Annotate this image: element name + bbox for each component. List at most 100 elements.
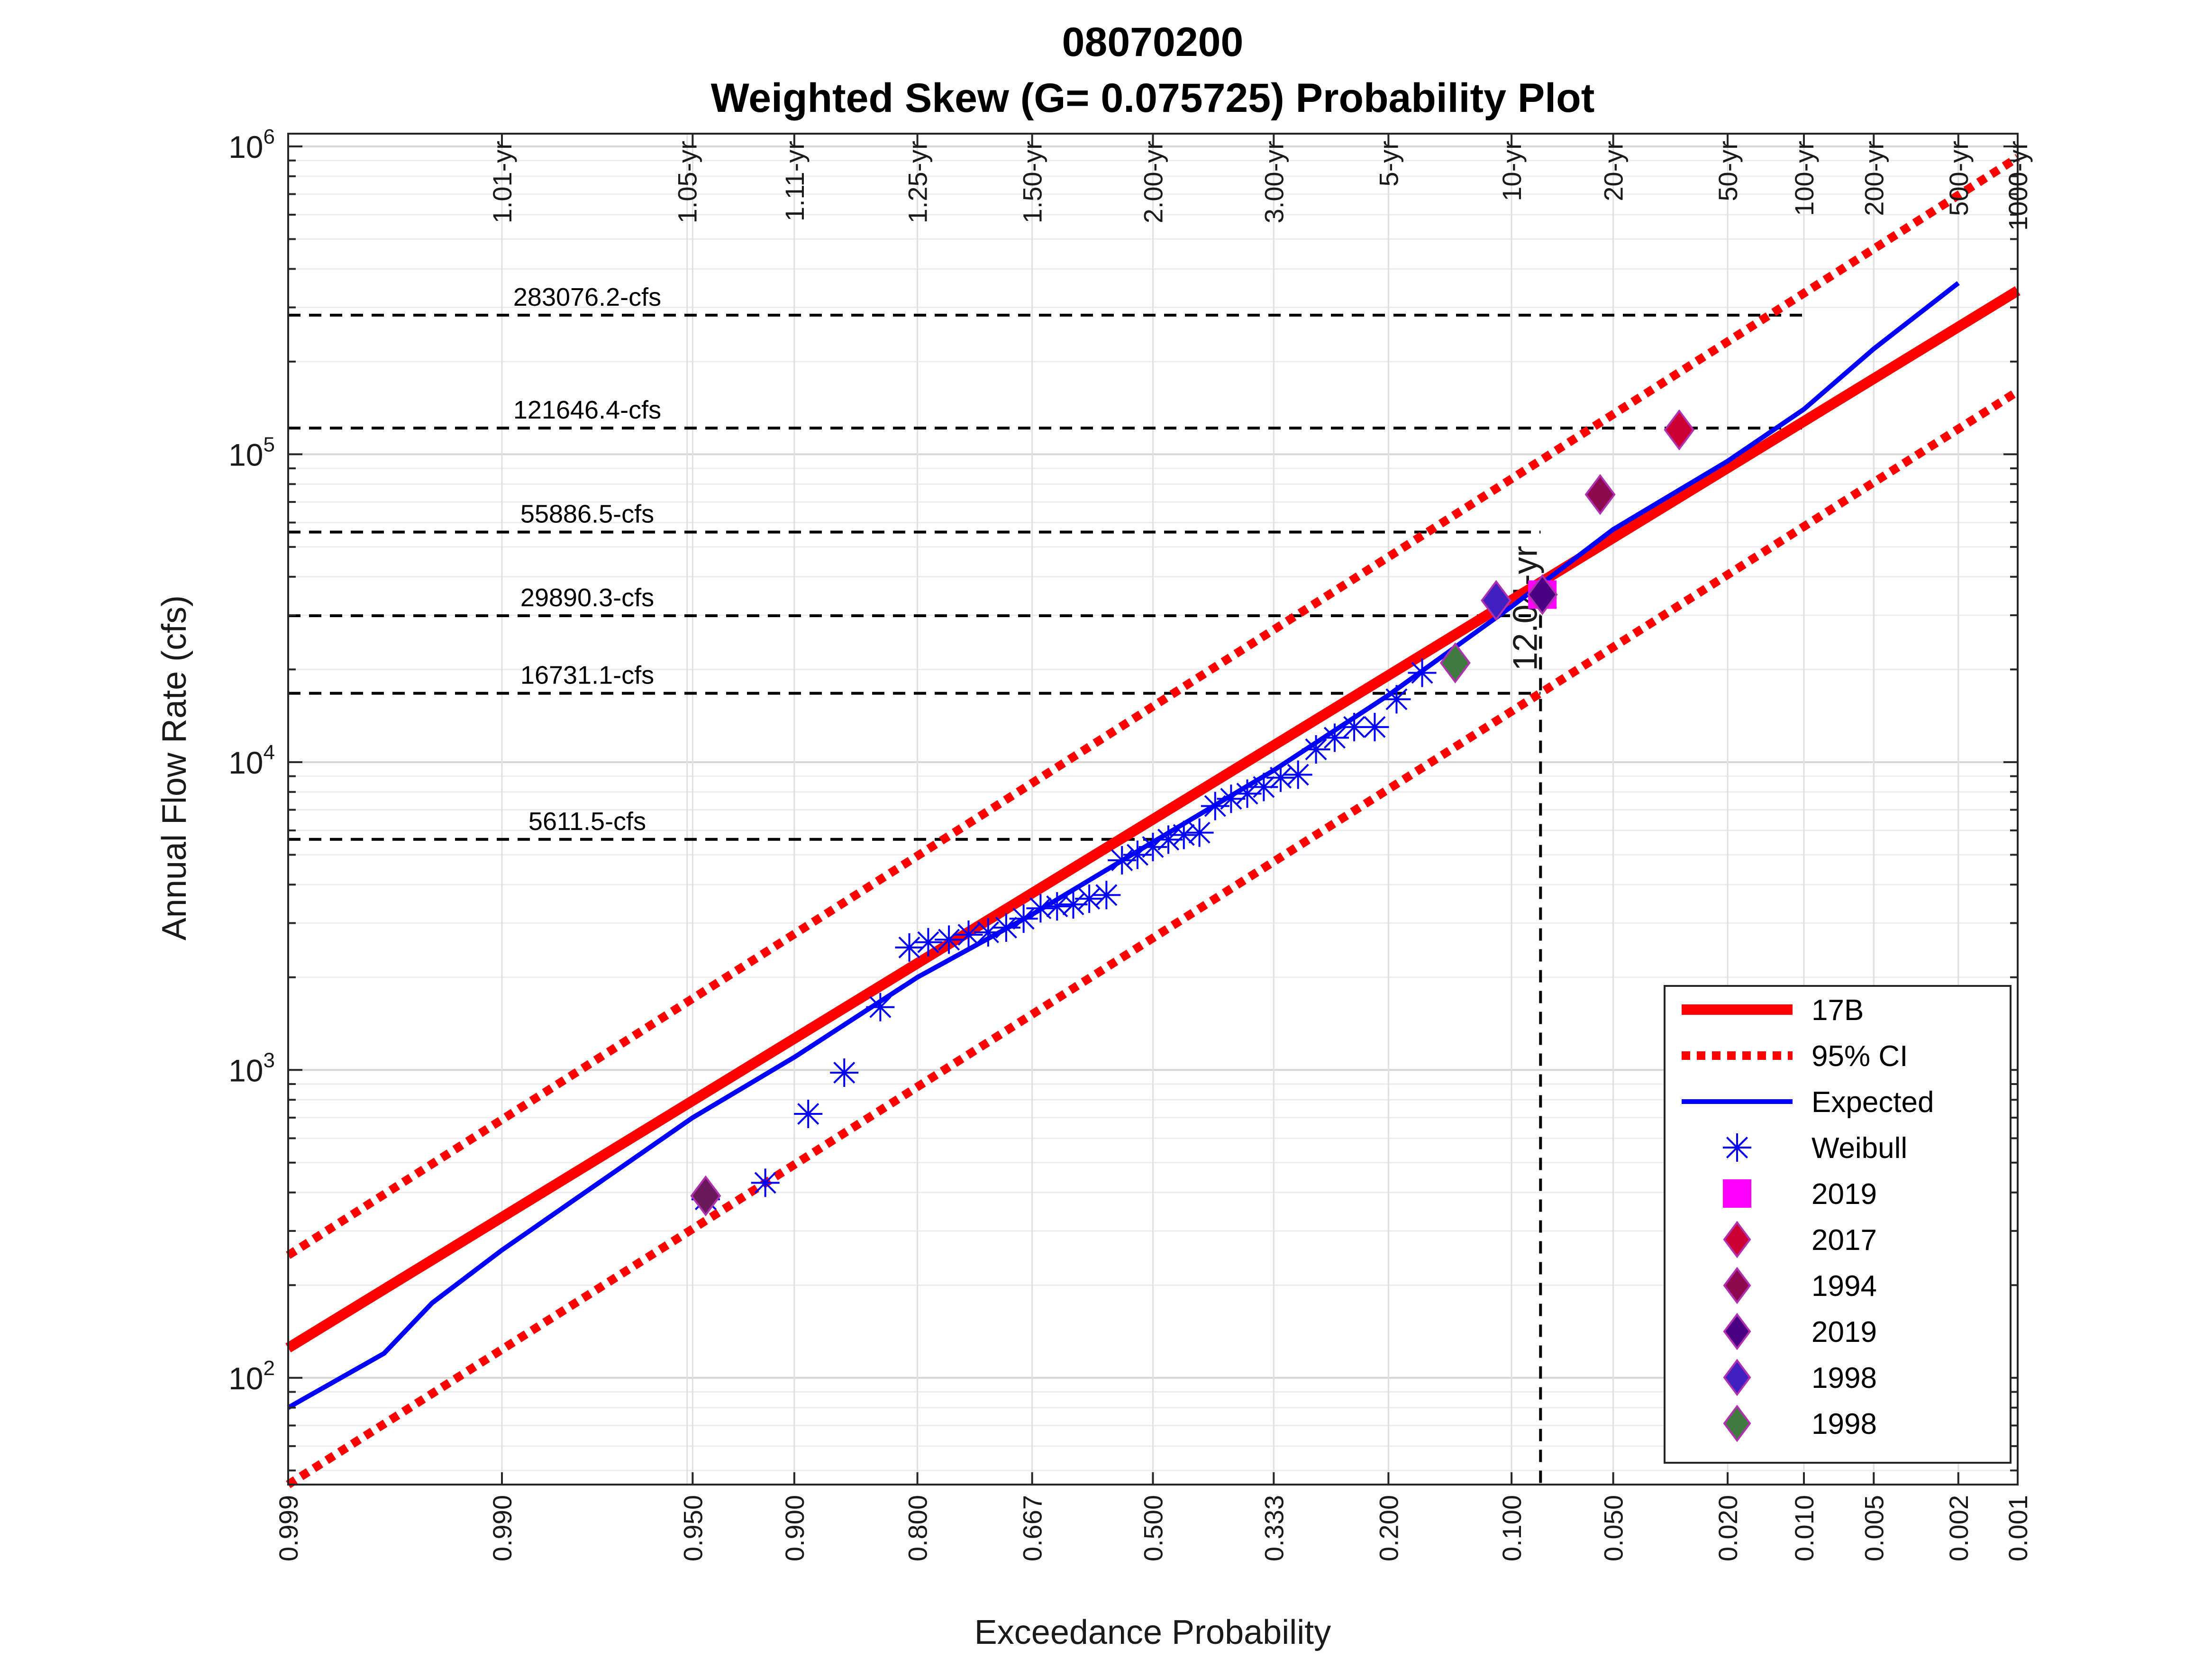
asterisk-stroke xyxy=(1012,908,1035,930)
legend-swatch-weibull xyxy=(1723,1133,1751,1162)
weibull-point xyxy=(794,1099,823,1128)
legend-label: 1994 xyxy=(1811,1270,1877,1303)
highlight-diamond xyxy=(1584,474,1616,515)
line-17b xyxy=(285,286,2021,1353)
x-tick-label: 0.050 xyxy=(1599,1495,1629,1561)
asterisk-stroke xyxy=(1157,829,1180,851)
x-tick-label: 0.020 xyxy=(1713,1495,1743,1561)
asterisk-stroke xyxy=(898,936,920,958)
weibull-point xyxy=(895,933,924,962)
x-axis-ticks: 0.999 0.990 0.950 0.900 0.800 0.667 0.500 0.333… xyxy=(273,134,2033,1561)
legend-swatch-square xyxy=(1723,1179,1751,1208)
weibull-point xyxy=(1320,723,1349,752)
x-tick-label: 0.950 xyxy=(678,1495,708,1561)
x-tick-label: 0.500 xyxy=(1138,1495,1168,1561)
y-tick-base: 10 xyxy=(228,437,263,472)
asterisk-stroke xyxy=(1364,716,1386,738)
asterisk-stroke xyxy=(1343,716,1365,738)
chart-title: 08070200 xyxy=(1062,19,1244,65)
legend-box xyxy=(1664,985,2012,1464)
y-tick-base: 10 xyxy=(228,745,263,780)
x-tick-label: 0.990 xyxy=(487,1495,517,1561)
asterisk-stroke xyxy=(1411,662,1433,684)
asterisk-stroke xyxy=(1385,688,1408,711)
return-period-label: 1.11-yr xyxy=(780,141,810,221)
asterisk-stroke xyxy=(833,1061,856,1084)
flow-level-label: 29890.3-cfs xyxy=(520,583,654,612)
highlight-diamond xyxy=(1439,642,1471,684)
asterisk-stroke xyxy=(938,929,960,951)
weibull-point xyxy=(1123,840,1152,869)
weibull-point xyxy=(1360,712,1389,741)
x-tick-label: 0.999 xyxy=(273,1495,303,1561)
asterisk-stroke xyxy=(754,1172,776,1194)
asterisk-stroke xyxy=(1287,764,1309,786)
y-tick-exponent: 6 xyxy=(264,125,275,148)
return-period-label: 1.05-yr xyxy=(673,141,702,223)
asterisk-stroke xyxy=(1111,849,1133,871)
y-tick-exponent: 5 xyxy=(264,433,275,456)
weibull-point xyxy=(974,918,1002,947)
flow-level-label: 55886.5-cfs xyxy=(520,500,654,528)
asterisk-stroke xyxy=(957,923,980,946)
x-tick-label: 0.100 xyxy=(1497,1495,1527,1561)
legend-swatch-diamond xyxy=(1723,1267,1751,1304)
weibull-point xyxy=(1408,658,1437,687)
highlight-diamond xyxy=(1527,574,1558,615)
return-period-label: 3.00-yr xyxy=(1259,141,1289,223)
weibull-point xyxy=(866,993,895,1021)
line-95ci xyxy=(286,154,2020,1259)
legend-swatch-diamond xyxy=(1723,1358,1751,1396)
asterisk-stroke xyxy=(1220,788,1242,810)
flow-level-labels: 283076.2-cfs 121646.4-cfs 55886.5-cfs 29890… xyxy=(513,283,661,836)
asterisk-stroke xyxy=(977,921,999,943)
legend: 17B 95% CI Expected Weibull 2019 2017 1994 2019… xyxy=(1664,985,2012,1464)
weibull-point xyxy=(1217,784,1246,813)
legend-label: Expected xyxy=(1811,1086,1934,1119)
y-tick-base: 10 xyxy=(228,129,263,164)
x-tick-label: 0.010 xyxy=(1789,1495,1819,1561)
weibull-point xyxy=(1138,832,1167,861)
y-tick-exponent: 3 xyxy=(264,1048,275,1072)
x-tick-label: 0.667 xyxy=(1018,1495,1047,1561)
legend-label: 2019 xyxy=(1811,1316,1877,1349)
return-period-label: 100-yr xyxy=(1789,141,1819,216)
legend-swatch-diamond xyxy=(1723,1404,1751,1442)
highlight-diamond xyxy=(1481,580,1512,621)
weibull-point xyxy=(830,1058,859,1087)
legend-label: Weibull xyxy=(1811,1132,1907,1165)
flow-level-label: 5611.5-cfs xyxy=(528,807,646,836)
reference-lines: 12.04-yr xyxy=(288,313,1804,1485)
weibull-point xyxy=(1249,773,1278,802)
asterisk-stroke xyxy=(1173,824,1195,846)
x-tick-label: 0.005 xyxy=(1859,1495,1889,1561)
asterisk-stroke xyxy=(1046,895,1068,918)
asterisk-stroke xyxy=(1062,893,1084,916)
y-tick-exponent: 2 xyxy=(264,1357,275,1380)
weibull-point xyxy=(935,925,964,954)
weibull-point xyxy=(1075,884,1104,913)
x-axis-label: Exceedance Probability xyxy=(974,1613,1331,1651)
weibull-point xyxy=(1043,892,1072,921)
x-tick-label: 0.002 xyxy=(1944,1495,1974,1561)
y-axis-label: Annual Flow Rate (cfs) xyxy=(155,595,193,940)
return-period-label: 1.01-yr xyxy=(487,141,517,223)
legend-label: 2017 xyxy=(1811,1224,1877,1257)
legend-label: 95% CI xyxy=(1811,1040,1908,1073)
asterisk-stroke xyxy=(1095,884,1118,906)
return-period-label: 500-yr xyxy=(1944,141,1974,216)
asterisk-stroke xyxy=(1253,776,1275,798)
x-tick-label: 0.200 xyxy=(1374,1495,1403,1561)
asterisk-stroke xyxy=(1270,766,1292,789)
chart-subtitle: Weighted Skew (G= 0.075725) Probability … xyxy=(711,75,1595,121)
asterisk-stroke xyxy=(1078,887,1101,910)
weibull-point xyxy=(1009,904,1038,933)
y-tick-label: 102 xyxy=(228,1357,275,1396)
asterisk-stroke xyxy=(797,1103,819,1125)
weibull-point xyxy=(1169,820,1198,849)
asterisk-stroke xyxy=(1126,844,1148,866)
legend-label: 1998 xyxy=(1811,1362,1877,1395)
line-95ci xyxy=(286,388,2020,1488)
asterisk-stroke xyxy=(1188,821,1211,844)
asterisk-stroke xyxy=(1323,727,1346,749)
